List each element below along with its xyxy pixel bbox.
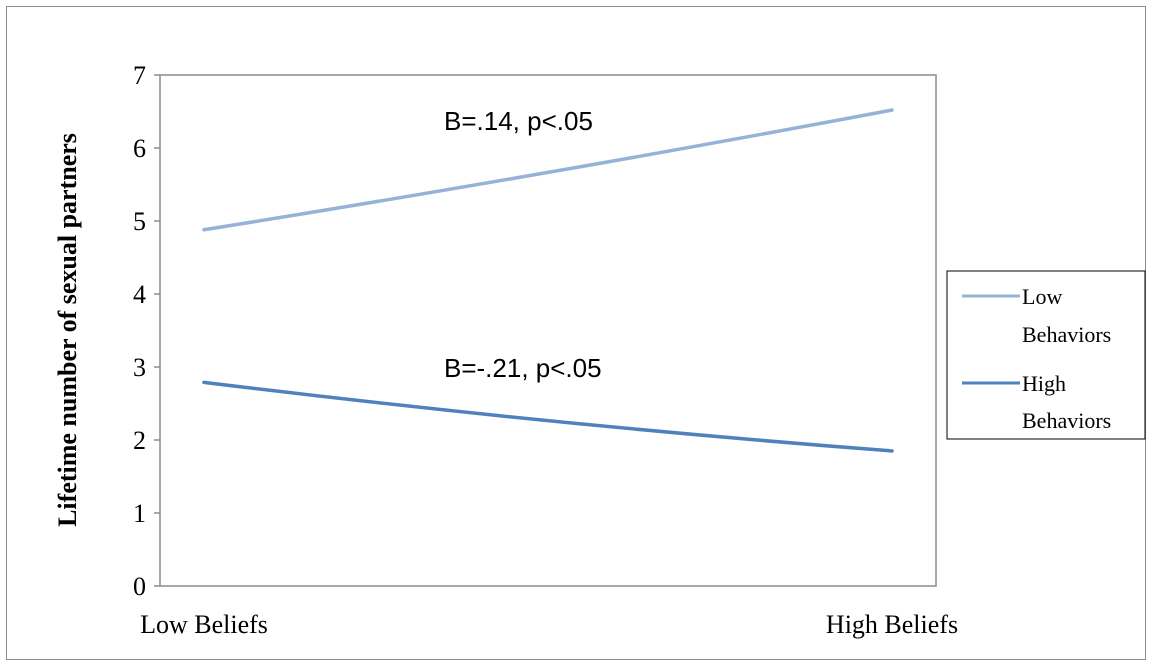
- y-tick-label: 7: [133, 61, 146, 90]
- y-tick-label: 1: [133, 499, 146, 528]
- y-tick-label: 4: [133, 280, 146, 309]
- plot-area: [159, 74, 937, 587]
- legend-label-high-behaviors-line2: Behaviors: [1022, 408, 1111, 433]
- y-tick-label: 2: [133, 426, 146, 455]
- legend-label-low-behaviors-line1: Low: [1022, 284, 1062, 309]
- legend-label-low-behaviors-line2: Behaviors: [1022, 322, 1111, 347]
- series-line-low-behaviors: [202, 108, 894, 232]
- x-axis-labels: Low Beliefs High Beliefs: [140, 610, 958, 639]
- y-tick-label: 5: [133, 207, 146, 236]
- series-lines: [202, 108, 894, 453]
- annotation-low-behaviors: B=.14, p<.05: [444, 106, 593, 136]
- series-line-high-behaviors: [202, 380, 894, 453]
- legend-box: [946, 270, 1146, 440]
- y-tick-label: 3: [133, 353, 146, 382]
- y-tick-label: 0: [133, 572, 146, 601]
- legend-label-high-behaviors-line1: High: [1022, 371, 1066, 396]
- y-axis-ticks: 0 1 2 3 4 5 6 7: [133, 61, 160, 601]
- annotation-high-behaviors: B=-.21, p<.05: [444, 353, 602, 383]
- x-category-label: High Beliefs: [826, 610, 958, 639]
- x-category-label: Low Beliefs: [140, 610, 268, 639]
- legend: Low Behaviors High Behaviors: [946, 270, 1146, 440]
- y-axis-title: Lifetime number of sexual partners: [53, 133, 82, 527]
- y-tick-label: 6: [133, 134, 146, 163]
